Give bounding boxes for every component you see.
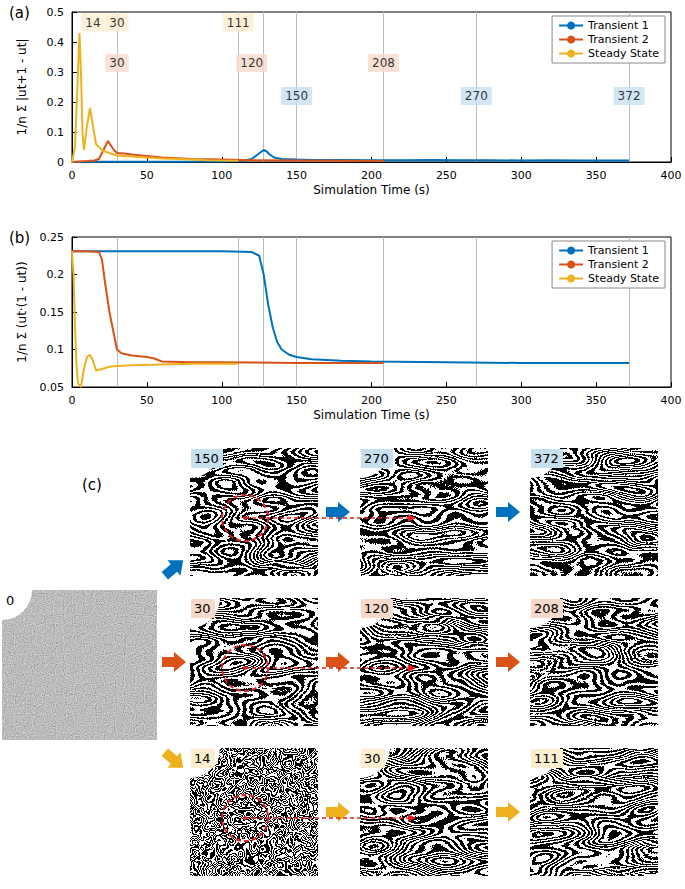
svg-text:100: 100 xyxy=(211,394,232,407)
svg-text:0.2: 0.2 xyxy=(47,268,65,281)
svg-text:30: 30 xyxy=(109,56,124,70)
svg-text:30: 30 xyxy=(194,601,211,616)
svg-text:208: 208 xyxy=(534,601,559,616)
svg-text:50: 50 xyxy=(140,169,154,182)
svg-text:120: 120 xyxy=(240,56,263,70)
svg-text:372: 372 xyxy=(534,451,559,466)
svg-text:14: 14 xyxy=(85,16,100,30)
svg-text:0: 0 xyxy=(69,394,76,407)
svg-text:270: 270 xyxy=(465,89,488,103)
svg-text:300: 300 xyxy=(511,169,532,182)
svg-text:Transient 2: Transient 2 xyxy=(587,258,649,271)
svg-text:208: 208 xyxy=(372,56,395,70)
svg-text:111: 111 xyxy=(534,751,559,766)
svg-text:300: 300 xyxy=(511,394,532,407)
svg-text:0.05: 0.05 xyxy=(40,381,65,394)
svg-text:1/n Σ (ut·(1 - ut)): 1/n Σ (ut·(1 - ut)) xyxy=(15,261,29,362)
svg-text:0.15: 0.15 xyxy=(40,306,65,319)
svg-text:0.3: 0.3 xyxy=(47,66,65,79)
svg-text:30: 30 xyxy=(364,751,381,766)
svg-text:(b): (b) xyxy=(9,229,30,247)
svg-text:100: 100 xyxy=(211,169,232,182)
svg-text:150: 150 xyxy=(285,89,308,103)
svg-text:0.25: 0.25 xyxy=(40,231,65,244)
svg-text:372: 372 xyxy=(618,89,641,103)
svg-text:350: 350 xyxy=(586,169,607,182)
svg-text:120: 120 xyxy=(364,601,389,616)
svg-text:270: 270 xyxy=(364,451,389,466)
svg-text:0.2: 0.2 xyxy=(47,96,65,109)
svg-text:Simulation Time (s): Simulation Time (s) xyxy=(313,408,430,422)
svg-text:14: 14 xyxy=(194,751,211,766)
svg-text:Transient 2: Transient 2 xyxy=(587,33,649,46)
svg-text:Steady State: Steady State xyxy=(588,272,659,285)
svg-text:150: 150 xyxy=(194,451,219,466)
svg-text:Simulation Time (s): Simulation Time (s) xyxy=(313,183,430,197)
svg-text:Transient 1: Transient 1 xyxy=(587,19,649,32)
svg-text:(c): (c) xyxy=(82,476,102,494)
svg-text:150: 150 xyxy=(286,169,307,182)
svg-text:0.1: 0.1 xyxy=(47,343,65,356)
svg-text:30: 30 xyxy=(109,16,124,30)
svg-text:0: 0 xyxy=(57,156,64,169)
svg-text:250: 250 xyxy=(436,169,457,182)
svg-text:0.5: 0.5 xyxy=(47,6,65,19)
svg-text:0.1: 0.1 xyxy=(47,126,65,139)
svg-text:111: 111 xyxy=(227,16,250,30)
svg-text:200: 200 xyxy=(361,394,382,407)
svg-text:1/n Σ |ut+1 - ut|: 1/n Σ |ut+1 - ut| xyxy=(15,39,29,136)
svg-text:Steady State: Steady State xyxy=(588,47,659,60)
svg-text:250: 250 xyxy=(436,394,457,407)
svg-text:0: 0 xyxy=(6,593,14,608)
svg-text:0.4: 0.4 xyxy=(47,36,65,49)
svg-text:(a): (a) xyxy=(9,4,30,22)
svg-text:400: 400 xyxy=(661,394,682,407)
svg-text:0: 0 xyxy=(69,169,76,182)
svg-text:350: 350 xyxy=(586,394,607,407)
svg-text:400: 400 xyxy=(661,169,682,182)
svg-text:150: 150 xyxy=(286,394,307,407)
svg-text:50: 50 xyxy=(140,394,154,407)
svg-text:200: 200 xyxy=(361,169,382,182)
svg-text:Transient 1: Transient 1 xyxy=(587,244,649,257)
